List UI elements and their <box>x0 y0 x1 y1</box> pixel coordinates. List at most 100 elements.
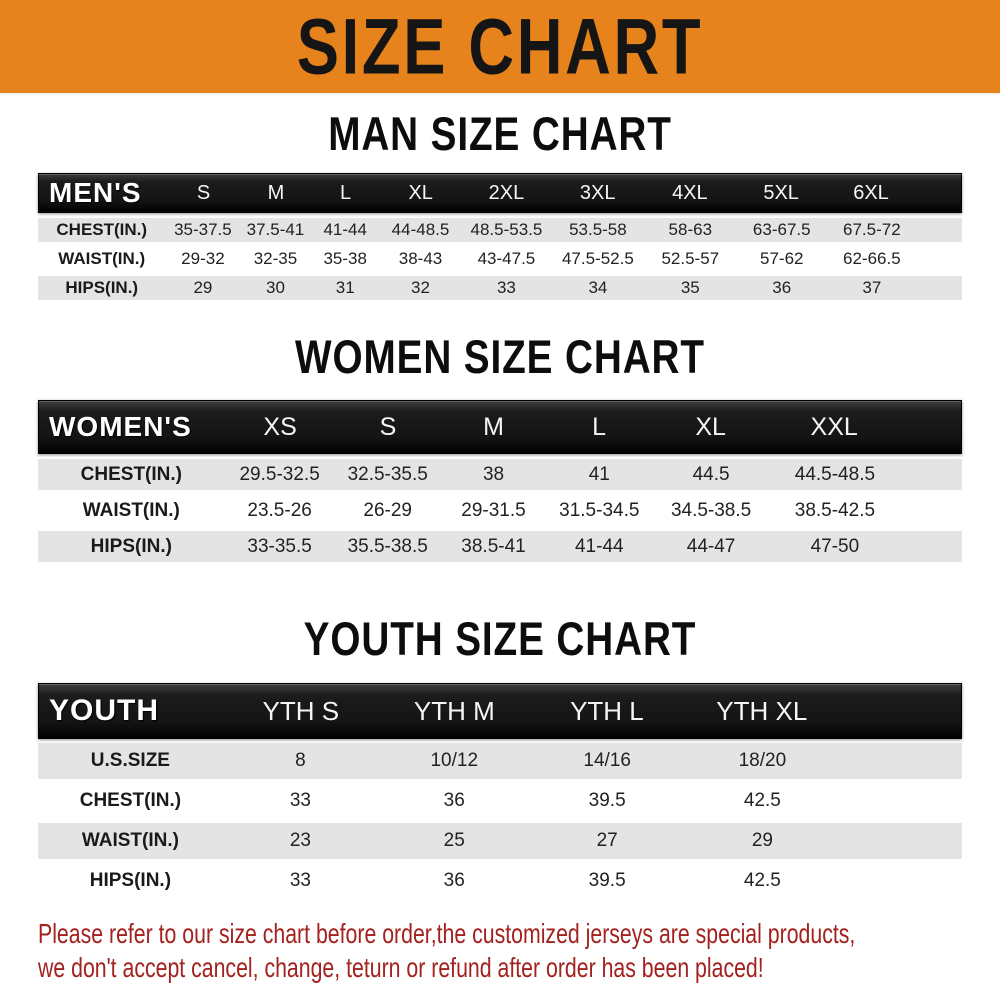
size-cell: 33 <box>496 278 516 297</box>
women-size-table: WOMEN'S XS S M L XL XXL CHEST(IN.) 29.5-… <box>38 400 962 562</box>
disclaimer-line-2: we don't accept cancel, change, teturn o… <box>38 952 764 983</box>
size-cell: 33-35.5 <box>247 535 312 557</box>
size-cell: 62-66.5 <box>843 249 901 268</box>
women-col-header: M <box>483 412 504 441</box>
size-cell: 47.5-52.5 <box>561 249 634 268</box>
size-cell: 57-62 <box>760 249 804 268</box>
men-col-header: M <box>267 181 285 204</box>
men-col-header: 5XL <box>763 181 799 204</box>
size-cell: 26-29 <box>363 499 413 521</box>
table-row: WAIST(IN.) 23.5-26 26-29 29-31.5 31.5-34… <box>38 495 962 526</box>
size-cell: 41 <box>588 463 610 485</box>
youth-section-heading: YOUTH SIZE CHART <box>303 613 697 666</box>
size-cell: 32 <box>411 278 430 297</box>
size-cell: 32.5-35.5 <box>347 463 428 485</box>
size-cell: 58-63 <box>668 220 713 239</box>
youth-col-header: YTH S <box>262 695 340 726</box>
men-col-header: L <box>339 181 352 204</box>
size-cell: 36 <box>772 278 792 297</box>
size-cell: 33 <box>289 790 311 811</box>
size-cell: 38.5-42.5 <box>794 499 876 521</box>
size-cell: 41-44 <box>574 535 624 557</box>
size-cell: 34.5-38.5 <box>670 499 752 521</box>
size-cell: 25 <box>443 830 465 851</box>
men-col-header: 4XL <box>672 181 708 204</box>
men-col-header: 6XL <box>853 181 889 204</box>
men-col-header: XL <box>408 181 433 204</box>
banner-title: SIZE CHART <box>296 2 704 91</box>
youth-col-header: YTH M <box>413 695 495 726</box>
size-cell: 63-67.5 <box>752 220 811 239</box>
size-cell: 42.5 <box>743 790 781 811</box>
size-cell: 42.5 <box>743 870 781 891</box>
women-table-header-row: WOMEN'S XS S M L XL XXL <box>38 400 962 454</box>
size-cell: 48.5-53.5 <box>470 220 543 239</box>
size-cell: 34 <box>588 278 608 297</box>
size-cell: 29-32 <box>181 249 225 268</box>
men-section-heading: MAN SIZE CHART <box>328 108 672 161</box>
size-cell: 8 <box>295 750 306 771</box>
row-label: HIPS(IN.) <box>90 535 172 557</box>
women-section-heading: WOMEN SIZE CHART <box>295 331 705 384</box>
row-label: HIPS(IN.) <box>65 278 139 297</box>
size-cell: 31 <box>335 278 355 297</box>
men-col-header: S <box>196 181 211 204</box>
size-cell: 44-47 <box>686 535 736 557</box>
table-row: U.S.SIZE 8 10/12 14/16 18/20 <box>38 743 962 779</box>
size-cell: 37.5-41 <box>246 220 305 239</box>
size-cell: 35 <box>680 278 700 297</box>
row-label: WAIST(IN.) <box>58 249 146 268</box>
size-cell: 37 <box>862 278 882 297</box>
table-row: CHEST(IN.) 33 36 39.5 42.5 <box>38 783 962 819</box>
women-col-header: XS <box>263 412 297 441</box>
size-cell: 23 <box>289 830 311 851</box>
youth-col-header: YTH L <box>570 695 644 726</box>
banner: SIZE CHART <box>0 0 1000 95</box>
size-cell: 41-44 <box>323 220 367 239</box>
table-row: WAIST(IN.) 23 25 27 29 <box>38 823 962 859</box>
size-cell: 31.5-34.5 <box>559 499 640 521</box>
size-cell: 35-38 <box>323 249 367 268</box>
size-cell: 32-35 <box>253 249 298 268</box>
row-label: CHEST(IN.) <box>80 463 182 485</box>
disclaimer: Please refer to our size chart before or… <box>38 917 1000 985</box>
row-label: CHEST(IN.) <box>79 790 182 811</box>
disclaimer-line-1: Please refer to our size chart before or… <box>38 918 856 949</box>
size-cell: 39.5 <box>588 790 626 811</box>
row-label: WAIST(IN.) <box>82 499 180 521</box>
size-cell: 29-31.5 <box>461 499 526 521</box>
men-col-header: 2XL <box>488 181 525 204</box>
row-label: WAIST(IN.) <box>81 830 179 851</box>
size-cell: 44.5 <box>692 463 730 485</box>
size-cell: 27 <box>596 830 618 851</box>
youth-size-table: YOUTH YTH S YTH M YTH L YTH XL U.S.SIZE … <box>38 683 962 899</box>
table-row: CHEST(IN.) 29.5-32.5 32.5-35.5 38 41 44.… <box>38 459 962 490</box>
size-cell: 43-47.5 <box>477 249 536 268</box>
size-cell: 39.5 <box>588 870 626 891</box>
size-cell: 10/12 <box>430 750 479 771</box>
size-cell: 53.5-58 <box>569 220 627 239</box>
table-row: CHEST(IN.) 35-37.5 37.5-41 41-44 44-48.5… <box>38 218 962 242</box>
size-cell: 67.5-72 <box>843 220 901 239</box>
size-cell: 47-50 <box>810 535 860 557</box>
size-cell: 38 <box>482 463 505 485</box>
size-cell: 44.5-48.5 <box>794 463 876 485</box>
size-cell: 44-48.5 <box>391 220 450 239</box>
women-col-header: XL <box>695 412 726 441</box>
women-col-header: L <box>592 412 606 441</box>
table-row: HIPS(IN.) 29 30 31 32 33 34 35 36 37 <box>38 276 962 300</box>
size-cell: 35-37.5 <box>174 220 232 239</box>
size-cell: 52.5-57 <box>661 249 720 268</box>
women-col-header: XXL <box>810 412 858 441</box>
men-table-label: MEN'S <box>49 177 142 208</box>
table-row: HIPS(IN.) 33-35.5 35.5-38.5 38.5-41 41-4… <box>38 531 962 562</box>
size-cell: 36 <box>443 870 465 891</box>
women-col-header: S <box>379 412 397 441</box>
row-label: CHEST(IN.) <box>56 220 148 239</box>
row-label: HIPS(IN.) <box>89 870 172 891</box>
row-label: U.S.SIZE <box>90 750 170 771</box>
size-cell: 33 <box>289 870 311 891</box>
youth-col-header: YTH XL <box>716 695 808 726</box>
men-size-table: MEN'S S M L XL 2XL 3XL 4XL 5XL 6XL CHEST… <box>38 173 962 300</box>
size-cell: 36 <box>443 790 465 811</box>
